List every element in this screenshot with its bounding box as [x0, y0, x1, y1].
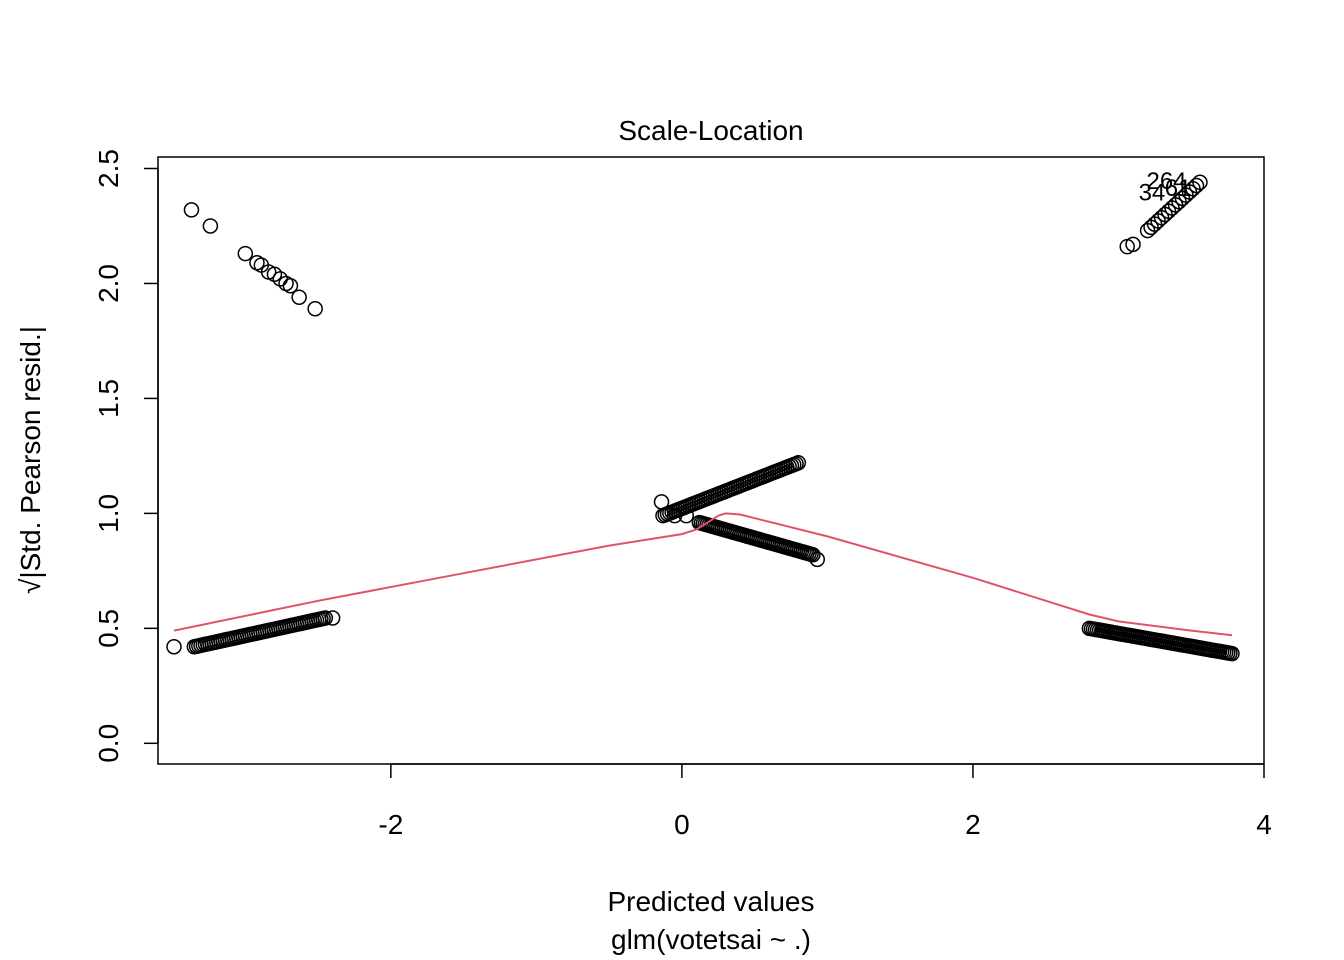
y-tick-label: 1.5 [93, 379, 124, 418]
data-point [166, 638, 182, 655]
data-point [653, 494, 670, 510]
y-tick-label: 0.5 [93, 609, 124, 648]
x-tick-label: 2 [965, 809, 981, 840]
x-tick-label: -2 [378, 809, 403, 840]
point-label: 61 [1165, 175, 1192, 202]
smoother-layer [173, 512, 1233, 637]
data-point [1224, 645, 1240, 662]
data-point [790, 455, 807, 471]
x-axis: -2 0 2 4 [378, 763, 1272, 840]
points-layer [166, 174, 1240, 662]
data-point [202, 218, 219, 234]
x-tick-label: 0 [674, 809, 690, 840]
data-point [324, 610, 341, 626]
data-point [809, 551, 825, 568]
smoother-line [173, 512, 1233, 637]
data-point [1192, 174, 1208, 191]
svg-text:√|Std. Pearson resid.|: √|Std. Pearson resid.| [15, 326, 46, 594]
data-point [282, 278, 299, 294]
data-point [183, 202, 200, 218]
y-axis-label: √|Std. Pearson resid.| [15, 326, 46, 594]
data-point [678, 507, 695, 524]
y-axis-label-text: |Std. Pearson resid.| [15, 326, 46, 579]
data-point [291, 289, 307, 306]
point-label: 264 [1146, 168, 1186, 195]
x-axis-sublabel: glm(votetsai ~ .) [611, 924, 811, 955]
y-tick-label: 2.5 [93, 149, 124, 188]
y-tick-label: 2.0 [93, 264, 124, 303]
data-point [307, 301, 323, 317]
y-axis-label-radical: √ [15, 578, 46, 594]
data-point [1188, 177, 1205, 194]
y-tick-label: 1.0 [93, 494, 124, 533]
y-axis: 0.0 0.5 1.0 1.5 2.0 2.5 [93, 149, 159, 763]
y-tick-label: 0.0 [93, 724, 124, 763]
chart-title: Scale-Location [618, 115, 803, 146]
data-point [317, 610, 334, 626]
x-tick-label: 4 [1256, 809, 1272, 840]
data-point [805, 547, 821, 563]
data-point [237, 245, 254, 262]
point-label: 34 [1139, 179, 1166, 206]
plot-frame [157, 156, 1265, 765]
data-point [666, 507, 683, 524]
x-axis-label: Predicted values [607, 886, 814, 917]
data-point [1125, 236, 1141, 253]
